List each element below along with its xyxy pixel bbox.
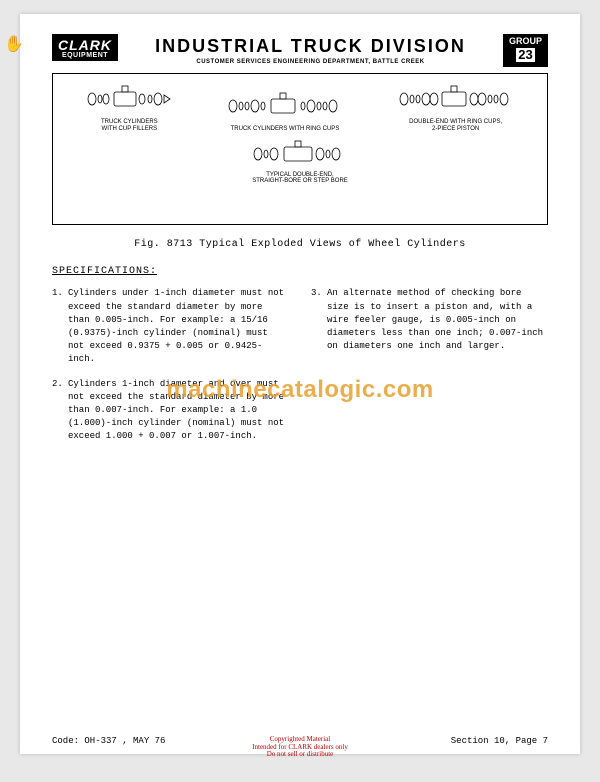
group-number: 23 xyxy=(516,48,534,62)
document-page: CLARK EQUIPMENT INDUSTRIAL TRUCK DIVISIO… xyxy=(20,14,580,754)
page-title: INDUSTRIAL TRUCK DIVISION xyxy=(128,36,493,57)
spec-text: An alternate method of checking bore siz… xyxy=(327,287,548,352)
spec-item-2: 2. Cylinders 1-inch diameter and over mu… xyxy=(52,378,289,443)
figure-label: TYPICAL DOUBLE-END, xyxy=(250,172,350,179)
figure-label: 2-PIECE PISTON xyxy=(396,126,516,133)
clark-logo: CLARK EQUIPMENT xyxy=(52,34,118,61)
cylinder-exploded-icon xyxy=(225,89,345,123)
group-badge: GROUP 23 xyxy=(503,34,548,67)
cylinder-exploded-icon xyxy=(250,139,350,169)
figure-item-1: TRUCK CYLINDERS WITH CUP FILLERS xyxy=(84,82,174,132)
hand-cursor-icon: ✋ xyxy=(4,34,24,54)
figure-label: DOUBLE-END WITH RING CUPS, xyxy=(396,119,516,126)
spec-text: Cylinders under 1-inch diameter must not… xyxy=(68,287,289,365)
copyright-line: Do not sell or distribute xyxy=(52,751,548,759)
specifications-heading: SPECIFICATIONS: xyxy=(52,266,548,277)
spec-item-3: 3. An alternate method of checking bore … xyxy=(311,287,548,352)
spec-number: 2. xyxy=(52,378,68,443)
figure-item-4: TYPICAL DOUBLE-END, STRAIGHT-BORE OR STE… xyxy=(250,139,350,185)
spec-item-1: 1. Cylinders under 1-inch diameter must … xyxy=(52,287,289,365)
figure-box: TRUCK CYLINDERS WITH CUP FILLERS xyxy=(52,73,548,225)
spec-number: 3. xyxy=(311,287,327,352)
figure-item-2: TRUCK CYLINDERS WITH RING CUPS xyxy=(225,89,345,133)
figure-label: STRAIGHT-BORE OR STEP BORE xyxy=(250,178,350,185)
logo-brand: CLARK xyxy=(58,38,112,52)
logo-sub: EQUIPMENT xyxy=(58,52,112,59)
figure-label: WITH CUP FILLERS xyxy=(84,126,174,133)
figure-label: TRUCK CYLINDERS WITH RING CUPS xyxy=(225,126,345,133)
figure-caption: Fig. 8713 Typical Exploded Views of Whee… xyxy=(52,239,548,250)
cylinder-exploded-icon xyxy=(396,82,516,116)
page-subtitle: CUSTOMER SERVICES ENGINEERING DEPARTMENT… xyxy=(128,59,493,65)
cylinder-exploded-icon xyxy=(84,82,174,116)
group-label: GROUP xyxy=(509,37,542,47)
figure-item-3: DOUBLE-END WITH RING CUPS, 2-PIECE PISTO… xyxy=(396,82,516,132)
spec-text: Cylinders 1-inch diameter and over must … xyxy=(68,378,289,443)
spec-number: 1. xyxy=(52,287,68,365)
figure-label: TRUCK CYLINDERS xyxy=(84,119,174,126)
specifications-body: 1. Cylinders under 1-inch diameter must … xyxy=(52,287,548,455)
footer-page: Section 10, Page 7 xyxy=(451,736,548,746)
page-header: CLARK EQUIPMENT INDUSTRIAL TRUCK DIVISIO… xyxy=(52,34,548,67)
